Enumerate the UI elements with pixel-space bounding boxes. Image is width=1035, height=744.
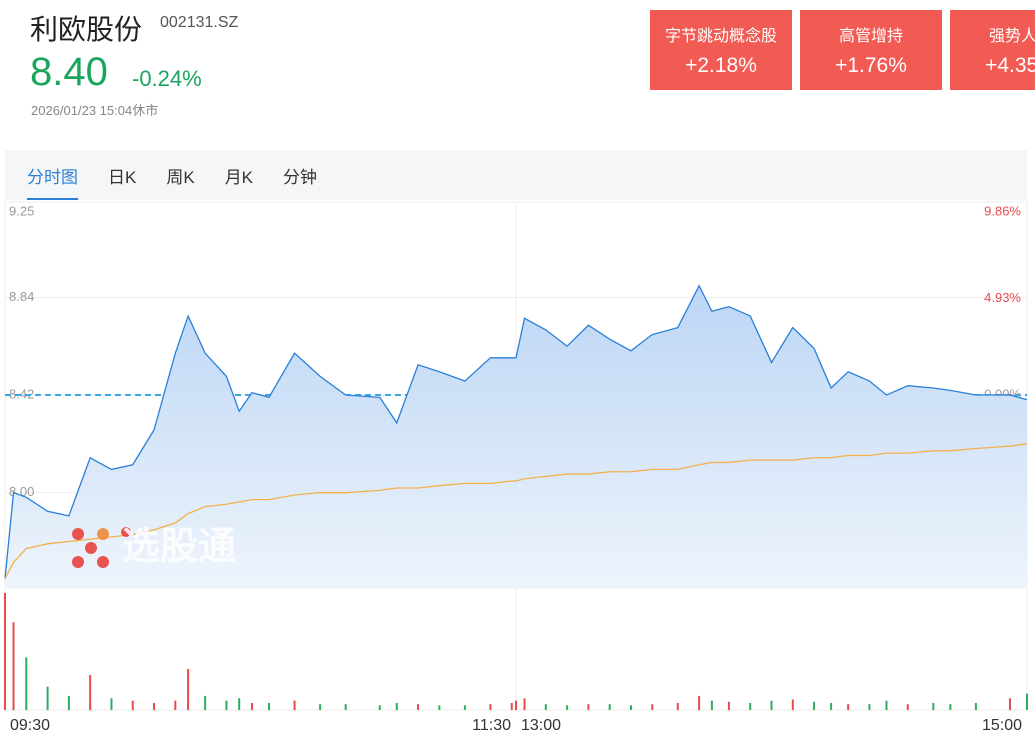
volume-bar: [395, 702, 398, 710]
price: 8.40: [30, 50, 108, 94]
volume-bar: [438, 705, 441, 710]
volume-bar: [698, 695, 701, 710]
tag-change: +2.18%: [685, 54, 757, 77]
price-line: [4, 284, 1028, 579]
volume-bar: [813, 701, 816, 710]
y2-tick-label: 9.86%: [984, 203, 1021, 218]
volume-bar: [46, 686, 49, 710]
volume-bar: [268, 702, 271, 710]
y2-tick-label: 4.93%: [984, 290, 1021, 305]
tab[interactable]: 日K: [108, 168, 137, 187]
tag[interactable]: 强势人气 +4.35%: [950, 10, 1035, 90]
tag-label: 强势人气: [988, 28, 1035, 45]
volume-bar: [67, 695, 70, 710]
volume-bar: [629, 705, 632, 710]
volume-bar: [250, 702, 253, 710]
price-area: [5, 285, 1027, 588]
volume-bar: [489, 704, 492, 710]
x-tick-label: 13:00: [521, 717, 561, 734]
y-tick-label: 8.42: [9, 386, 34, 401]
tab[interactable]: 分时图: [27, 150, 78, 200]
volume-bar: [131, 700, 134, 710]
tag-change: +4.35%: [985, 54, 1035, 77]
volume-bar: [417, 704, 420, 710]
volume-bar: [949, 704, 952, 710]
volume-bar: [225, 700, 228, 710]
watermark: 选股通: [122, 526, 236, 568]
y-tick-label: 8.84: [9, 289, 34, 304]
tag-label: 高管增持: [838, 28, 903, 45]
volume-bar: [727, 701, 730, 710]
volume-bar: [868, 704, 871, 710]
volume-bar: [847, 704, 850, 710]
volume-bar: [4, 593, 6, 710]
volume-bar: [974, 702, 977, 710]
volume-bar: [293, 700, 296, 710]
volume-bar: [463, 705, 466, 710]
tab[interactable]: 周K: [166, 168, 195, 187]
volume-bar: [1026, 693, 1028, 710]
volume-bar: [906, 704, 909, 710]
volume-bar: [770, 700, 773, 710]
volume-bar: [510, 702, 513, 710]
volume-bar: [187, 669, 190, 710]
tag-label: 字节跳动概念股: [664, 28, 777, 45]
volume-bar: [25, 657, 28, 710]
tag-change: +1.76%: [835, 54, 907, 77]
volume-bar: [12, 622, 15, 710]
volume-bar: [515, 700, 517, 710]
volume-bar: [676, 702, 679, 710]
change: -0.24%: [132, 66, 202, 91]
volume-bar: [885, 700, 888, 710]
volume-bar: [544, 704, 547, 710]
volume-bar: [566, 705, 569, 710]
volume-bar: [378, 705, 381, 710]
volume-bar: [608, 704, 611, 710]
x-tick-label: 15:00: [982, 717, 1022, 734]
tag[interactable]: 字节跳动概念股 +2.18%: [650, 10, 792, 90]
tag[interactable]: 高管增持 +1.76%: [800, 10, 942, 90]
volume-bar: [110, 698, 113, 710]
volume-bar: [710, 700, 713, 710]
tab-bar: 分时图 日K 周K 月K 分钟: [5, 150, 1027, 200]
volume-bar: [89, 674, 92, 710]
stock-code: 002131.SZ: [160, 14, 239, 31]
volume-bar: [238, 698, 241, 710]
y-tick-label: 9.25: [9, 203, 34, 218]
volume-bar: [344, 704, 347, 710]
watermark-logo: [72, 527, 131, 568]
volume-bar: [319, 704, 322, 710]
volume-bar: [651, 704, 654, 710]
average-line: [4, 443, 1028, 580]
volume-bar: [153, 702, 156, 710]
tab[interactable]: 月K: [224, 168, 254, 187]
stock-name: 利欧股份: [30, 14, 143, 45]
tab[interactable]: 分钟: [283, 168, 318, 187]
x-tick-label: 09:30: [10, 717, 50, 734]
volume-bar: [204, 695, 207, 710]
volume-bar: [523, 698, 526, 710]
volume-bar: [1008, 698, 1011, 710]
volume-bar: [174, 700, 177, 710]
volume-bar: [749, 702, 752, 710]
volume-bar: [791, 699, 794, 710]
volume-bar: [932, 702, 935, 710]
volume-bar: [587, 704, 590, 710]
x-tick-label: 11:30: [472, 717, 511, 734]
volume-bar: [830, 702, 833, 710]
timestamp: 2026/01/23 15:04休市: [31, 103, 159, 118]
